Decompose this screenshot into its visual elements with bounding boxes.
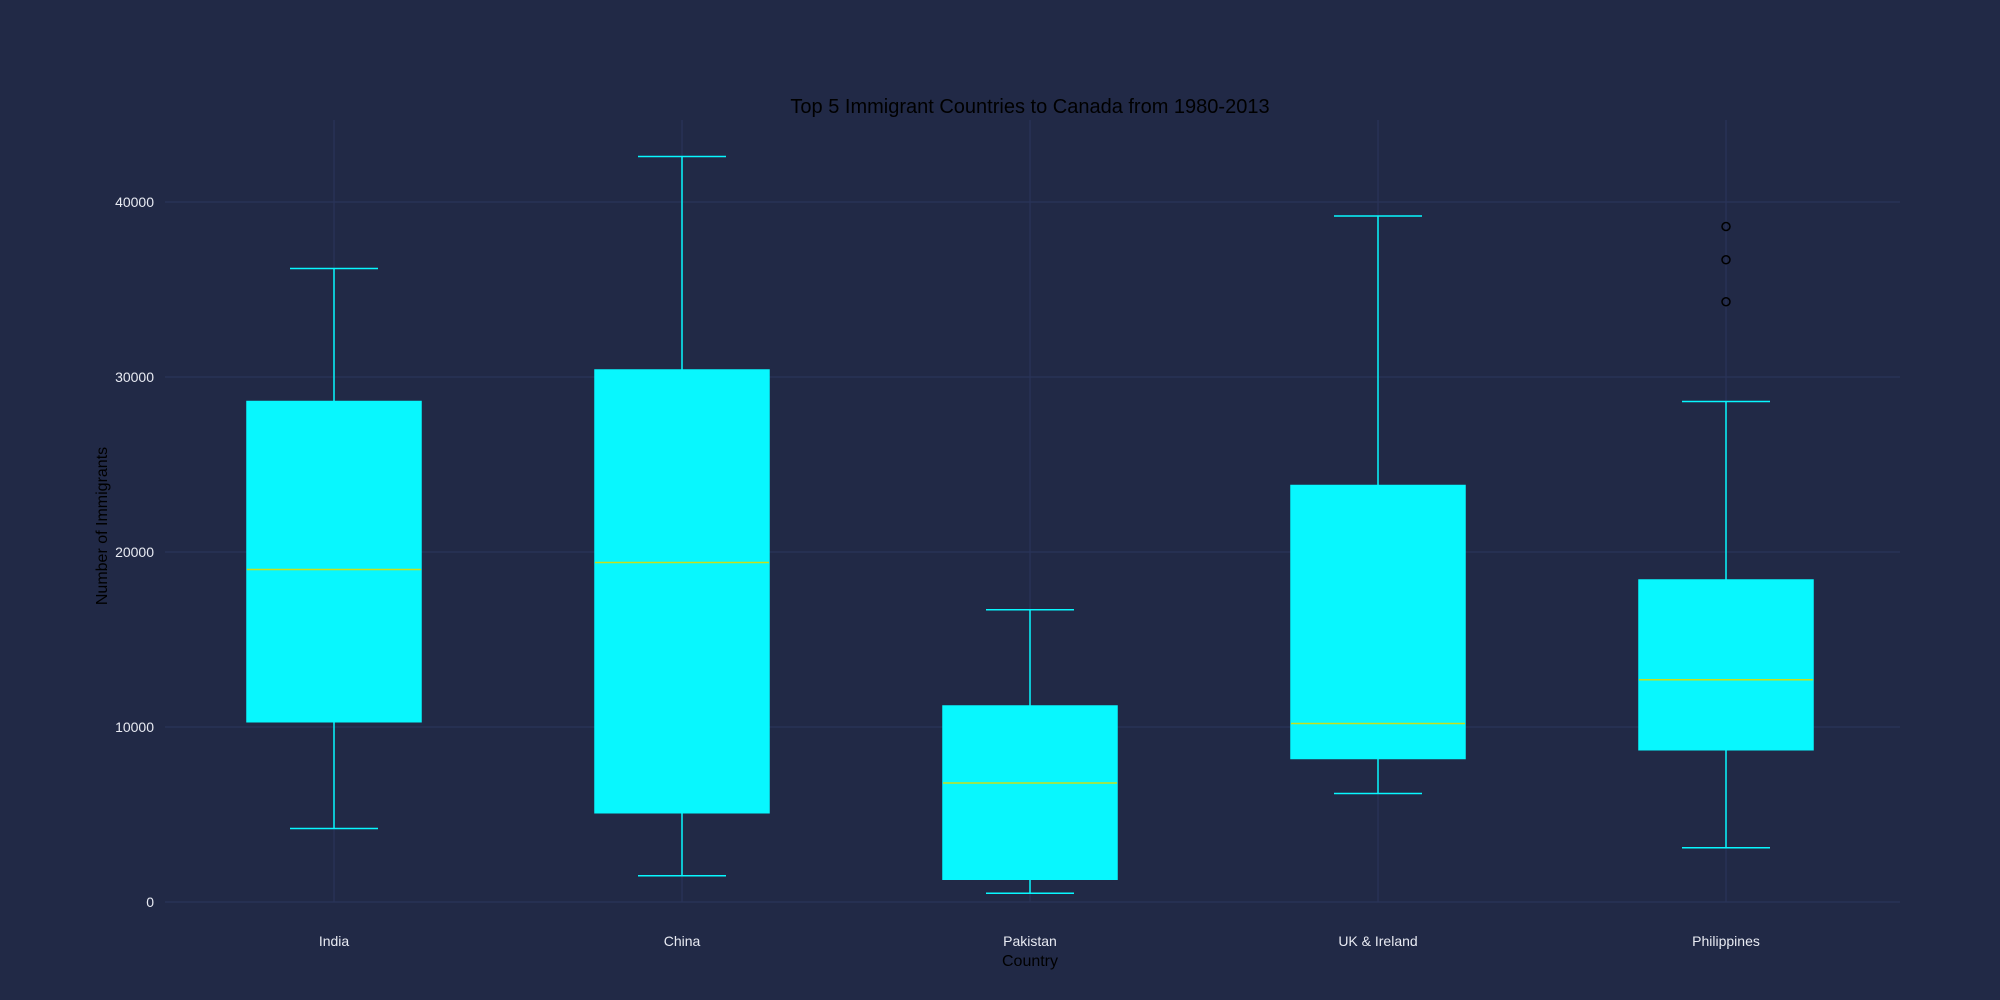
y-tick-label: 30000 (115, 369, 154, 385)
y-axis-label: Number of Immigrants (94, 447, 111, 605)
box-china (595, 157, 769, 876)
y-tick-label: 0 (146, 894, 154, 910)
box-india (247, 269, 421, 829)
chart-title: Top 5 Immigrant Countries to Canada from… (790, 96, 1269, 118)
x-tick-label: UK & Ireland (1338, 933, 1417, 949)
x-axis-label: Country (1002, 953, 1058, 970)
x-tick-label: India (319, 933, 350, 949)
x-tick-label: Pakistan (1003, 933, 1057, 949)
iqr-box (1291, 486, 1465, 759)
y-tick-label: 40000 (115, 194, 154, 210)
y-tick-label: 20000 (115, 544, 154, 560)
x-tick-label: China (664, 933, 701, 949)
iqr-box (943, 706, 1117, 879)
iqr-box (1639, 580, 1813, 750)
iqr-box (595, 370, 769, 813)
y-tick-label: 10000 (115, 719, 154, 735)
x-tick-label: Philippines (1692, 933, 1760, 949)
iqr-box (247, 402, 421, 722)
box-pakistan (943, 610, 1117, 894)
box-uk-ireland (1291, 216, 1465, 794)
